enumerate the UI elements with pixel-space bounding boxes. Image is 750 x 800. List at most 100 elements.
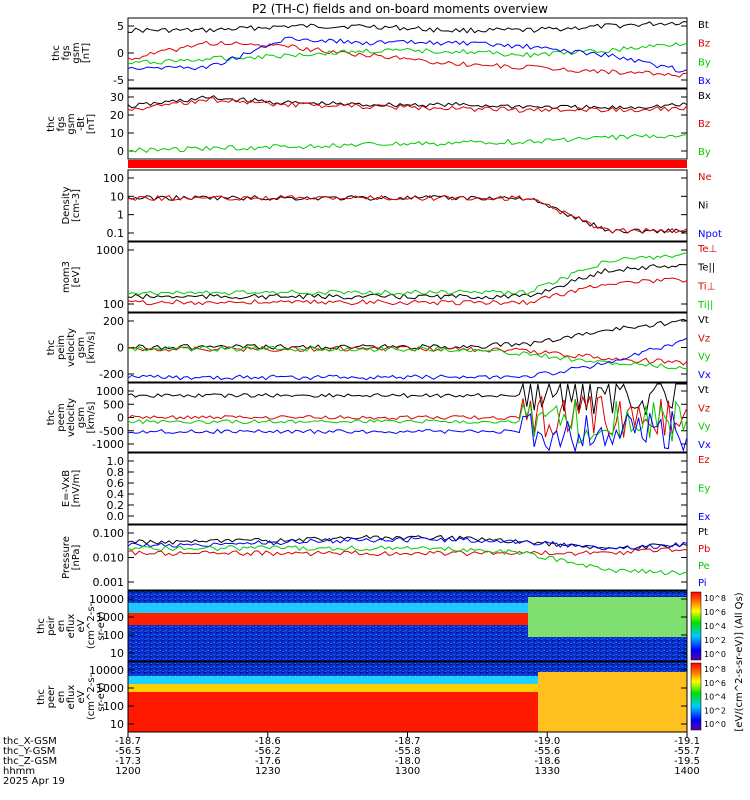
peer-ylabel: thc peer en eflux eV (cm^2-s-sr-eV) bbox=[36, 673, 107, 720]
peir-ytick-label: 1000 bbox=[96, 611, 124, 624]
xaxis-value: -18.7 bbox=[395, 736, 421, 747]
fgs_mag-ytick-label: 10 bbox=[110, 127, 124, 140]
peim-ylabel-line: velocity bbox=[66, 328, 77, 367]
efield-ytick-label: 0.6 bbox=[107, 477, 125, 490]
colorbar-tick: 10^8 bbox=[704, 665, 726, 674]
peim-ytick-label: 200 bbox=[103, 315, 124, 328]
fgs-ylabel: thc fgs gsm [nT] bbox=[51, 42, 92, 63]
colorbar-tick: 10^0 bbox=[704, 720, 726, 729]
peer-ylabel-line: peer bbox=[46, 685, 57, 709]
fgs-ylabel-line: gsm bbox=[71, 42, 82, 63]
pressure-trace-Pi bbox=[127, 536, 688, 551]
temp-ylabel-line: [eV] bbox=[71, 267, 82, 288]
temp-trace-Te bbox=[127, 277, 688, 306]
colorbar-0 bbox=[690, 591, 702, 661]
density-trace-Ne bbox=[127, 194, 688, 234]
pressure-legend-0: Pt bbox=[698, 527, 708, 538]
spacecraft-mode-bar bbox=[128, 160, 687, 168]
xaxis-row-label: thc_Z-GSM bbox=[3, 756, 57, 767]
density-ylabel-line: Density bbox=[61, 186, 72, 224]
peem-ytick-label: -500 bbox=[99, 425, 124, 438]
peim-ylabel: thc peim velocity gsm [km/s] bbox=[46, 328, 97, 367]
peim-trace-Vx bbox=[127, 337, 688, 381]
xaxis-value: -55.7 bbox=[674, 746, 700, 757]
colorbar-tick: 10^8 bbox=[704, 594, 726, 603]
peim-legend-2: Vy bbox=[698, 352, 711, 363]
efield-ytick-label: 0.2 bbox=[107, 499, 125, 512]
peir-ylabel: thc peir en eflux eV (cm^2-s-sr-eV) bbox=[36, 602, 107, 649]
fgs_mag-ytick-label: 20 bbox=[110, 109, 124, 122]
peem-legend-3: Vx bbox=[698, 440, 711, 451]
peir-ion-band bbox=[128, 613, 528, 625]
colorbar-tick: 10^6 bbox=[704, 608, 726, 617]
peir-ytick-label: 100 bbox=[103, 629, 124, 642]
xaxis-value: -19.0 bbox=[534, 736, 560, 747]
temp-legend-0: Te⊥ bbox=[697, 244, 717, 255]
fgs_mag-ylabel: thc fgs gsm -Bt [nT] bbox=[46, 113, 97, 134]
pressure-ytick-label: 0.001 bbox=[93, 576, 125, 589]
peir-ylabel-line: thc bbox=[36, 618, 47, 634]
xaxis-value: -18.6 bbox=[534, 756, 560, 767]
peim-ylabel-line: [km/s] bbox=[86, 331, 97, 363]
peer-ylabel-line: (cm^2-s- bbox=[86, 673, 97, 720]
peim-ylabel-line: peim bbox=[56, 335, 67, 360]
density-ytick-label: 100 bbox=[103, 172, 124, 185]
peim-panel-frame bbox=[127, 312, 688, 383]
efield-legend-0: Ez bbox=[698, 455, 710, 466]
peer-upper-band bbox=[128, 676, 538, 684]
fgs_mag-trace-Bx bbox=[127, 95, 688, 111]
density-ytick-label: 10 bbox=[110, 190, 124, 203]
pressure-legend-1: Pb bbox=[698, 544, 710, 555]
fgs_mag-ylabel-line: fgs bbox=[56, 116, 67, 131]
colorbar-tick: 10^2 bbox=[704, 636, 726, 645]
peem-trace-3 bbox=[127, 411, 688, 453]
peir-ylabel-line: (cm^2-s- bbox=[86, 602, 97, 649]
temp-trace-Ti bbox=[127, 252, 688, 296]
colorbar-1 bbox=[690, 662, 702, 731]
xaxis-value: 1230 bbox=[255, 766, 280, 777]
peer-ylabel-line: eV bbox=[76, 690, 87, 703]
density-ylabel-line: [cm-3] bbox=[71, 189, 82, 222]
pressure-legend-3: Pi bbox=[698, 578, 707, 589]
peem-ytick-label: -1000 bbox=[92, 438, 124, 451]
temp-legend-1: Te|| bbox=[697, 263, 715, 274]
peim-ytick-label: 0 bbox=[117, 342, 124, 355]
efield-ylabel-line: [mV/m] bbox=[71, 470, 82, 508]
peir-ylabel-line: eflux bbox=[66, 614, 77, 639]
fgs_mag-trace-By bbox=[127, 133, 687, 153]
efield-ytick-label: 0.4 bbox=[107, 488, 125, 501]
peem-ytick-label: 1000 bbox=[96, 385, 124, 398]
efield-panel-frame bbox=[127, 452, 688, 525]
efield-legend-2: Ex bbox=[698, 512, 710, 523]
peim-legend-3: Vx bbox=[698, 370, 711, 381]
peem-trace-2 bbox=[127, 400, 688, 445]
xaxis-row-label: hhmm bbox=[3, 766, 35, 777]
temp-legend-3: Ti|| bbox=[697, 300, 713, 311]
density-panel-frame bbox=[127, 169, 688, 242]
temp-legend-2: Ti⊥ bbox=[697, 281, 715, 292]
peer-ytick-label: 100 bbox=[103, 700, 124, 713]
pressure-ylabel: Pressure [nPa] bbox=[61, 536, 82, 579]
colorbar-label: [eV/(cm^2-s-sr-eV)] (All Qs) bbox=[734, 592, 745, 731]
fgs-legend-3: Bx bbox=[698, 76, 711, 87]
peem-ylabel: thc peem velocity gsm [km/s] bbox=[46, 398, 97, 437]
xaxis-value: 1330 bbox=[535, 766, 560, 777]
pressure-ylabel-line: [nPa] bbox=[71, 544, 82, 570]
xaxis-row-label: thc_Y-GSM bbox=[3, 746, 55, 757]
pressure-trace-Pe bbox=[127, 545, 688, 576]
efield-ytick-label: 0.8 bbox=[107, 466, 125, 479]
fgs_mag-legend-0: Bx bbox=[698, 91, 711, 102]
xaxis-value: -18.7 bbox=[115, 736, 141, 747]
xaxis-value: -17.3 bbox=[115, 756, 141, 767]
pressure-ytick-label: 0.010 bbox=[93, 552, 125, 565]
colorbar-tick: 10^6 bbox=[704, 679, 726, 688]
peir-ylabel-line: eV bbox=[76, 619, 87, 632]
density-ytick-label: 1 bbox=[117, 209, 124, 222]
pressure-trace-Pb bbox=[127, 547, 688, 557]
peem-trace-1 bbox=[127, 394, 688, 438]
xaxis-value: -19.1 bbox=[674, 736, 700, 747]
pressure-panel-frame bbox=[127, 524, 688, 591]
peim-ylabel-line: gsm bbox=[76, 337, 87, 358]
fgs-panel-frame bbox=[127, 17, 688, 89]
